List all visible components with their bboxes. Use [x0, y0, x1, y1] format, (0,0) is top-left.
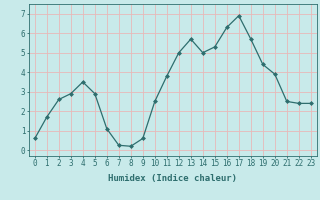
- X-axis label: Humidex (Indice chaleur): Humidex (Indice chaleur): [108, 174, 237, 183]
